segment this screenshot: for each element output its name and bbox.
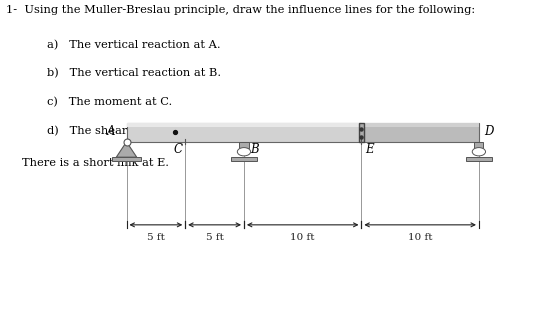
Text: a)   The vertical reaction at A.: a) The vertical reaction at A.: [47, 40, 221, 50]
Bar: [231, 157, 257, 161]
Bar: [465, 157, 492, 161]
Bar: [112, 157, 141, 161]
Text: 10 ft: 10 ft: [290, 233, 315, 242]
Bar: [365, 123, 479, 127]
Bar: [127, 123, 361, 142]
Text: E: E: [365, 143, 374, 156]
Text: 5 ft: 5 ft: [206, 233, 224, 242]
Text: There is a short link at E.: There is a short link at E.: [22, 158, 169, 168]
Text: A: A: [107, 125, 115, 138]
Bar: [474, 142, 484, 147]
Text: 5 ft: 5 ft: [147, 233, 165, 242]
Text: D: D: [484, 125, 493, 138]
Text: b)   The vertical reaction at B.: b) The vertical reaction at B.: [47, 69, 221, 79]
Bar: [359, 123, 364, 142]
Text: B: B: [250, 143, 259, 156]
Circle shape: [237, 147, 251, 156]
Text: 1-  Using the Muller-Breslau principle, draw the influence lines for the followi: 1- Using the Muller-Breslau principle, d…: [7, 5, 475, 14]
Bar: [240, 142, 249, 147]
Polygon shape: [116, 142, 137, 157]
Circle shape: [472, 147, 485, 156]
Text: c)   The moment at C.: c) The moment at C.: [47, 97, 172, 108]
Bar: [365, 123, 479, 142]
Text: d)   The shear at C.: d) The shear at C.: [47, 126, 158, 136]
Text: C: C: [173, 143, 183, 156]
Text: 10 ft: 10 ft: [408, 233, 433, 242]
Bar: [127, 123, 361, 127]
